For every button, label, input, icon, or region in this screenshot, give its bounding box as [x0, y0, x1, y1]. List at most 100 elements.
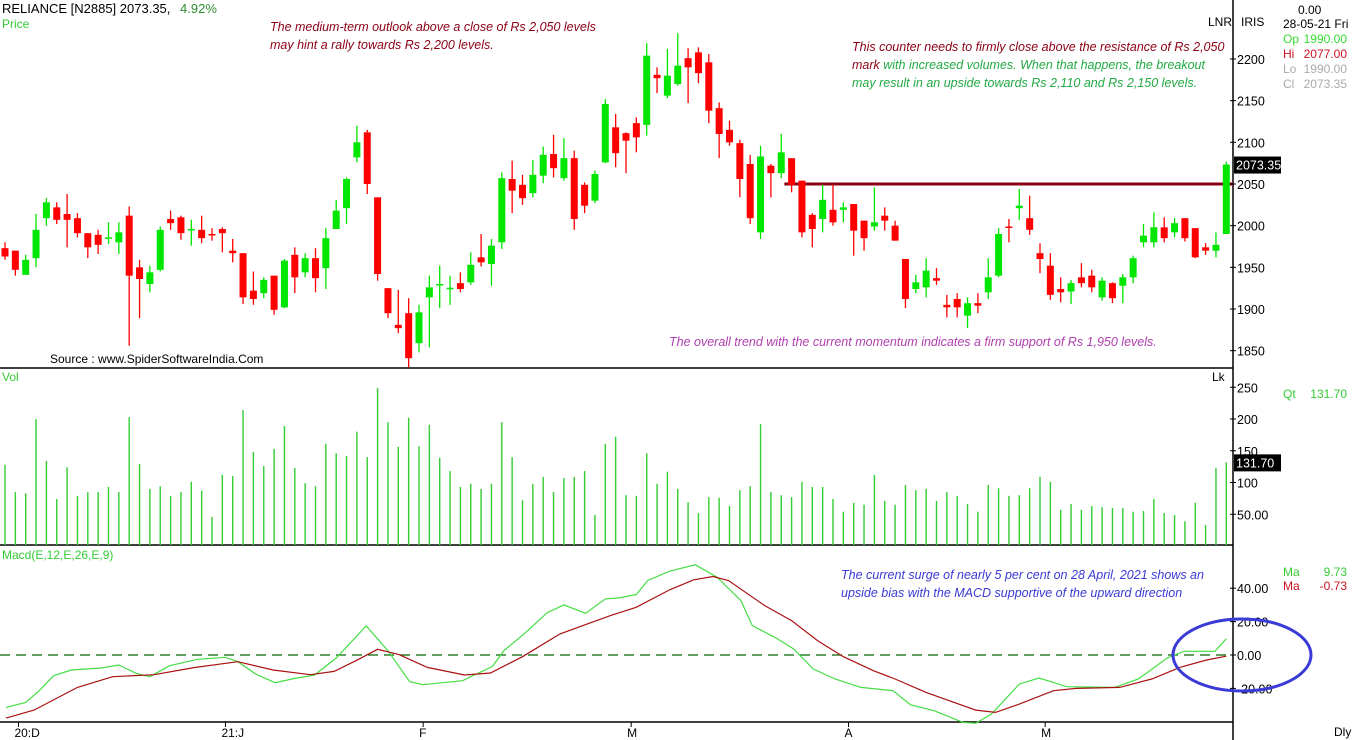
candle [146, 265, 154, 293]
open-row: Op 1990.00 [1283, 32, 1347, 47]
signal-line [5, 575, 1227, 719]
candle [808, 213, 816, 248]
candle [839, 202, 847, 223]
candle [726, 120, 733, 146]
volume-unit: Lk [1212, 370, 1225, 384]
candle [477, 234, 485, 267]
candle-body [1077, 277, 1085, 284]
candle-body [653, 74, 661, 79]
signal-value: -0.73 [1319, 579, 1347, 593]
candle [1222, 161, 1230, 234]
candle [332, 199, 340, 229]
candle [1202, 243, 1210, 255]
candle-body [11, 250, 19, 270]
annotation-support: The overall trend with the current momen… [669, 335, 1157, 349]
candle [1077, 263, 1085, 288]
info-top-value: 0.00 [1298, 3, 1322, 17]
candle [1067, 279, 1075, 304]
candle-body [777, 152, 785, 174]
candle-body [1222, 164, 1230, 234]
price-panel-label: Price [2, 17, 30, 31]
candle-body [870, 222, 878, 227]
candle [1119, 274, 1127, 304]
candle [964, 297, 972, 329]
candle-body [301, 258, 309, 273]
low-row: Lo 1990.00 [1283, 62, 1347, 77]
change-percent: 4.92% [180, 1, 217, 16]
candle-body [715, 108, 723, 134]
candle-body [239, 253, 247, 298]
candle-body [270, 275, 278, 310]
candle [260, 277, 268, 299]
candle [198, 215, 206, 244]
candle [819, 184, 827, 233]
price-tick-label: 2200 [1237, 53, 1265, 67]
time-axis-label: M [627, 726, 637, 740]
candle-body [415, 312, 423, 344]
candle [736, 139, 744, 198]
annotation-resistance-part2: with increased volumes. When that happen… [852, 58, 1205, 90]
candle-body [167, 219, 175, 224]
candle-body [808, 214, 816, 229]
candle-body [694, 52, 702, 74]
candle [663, 49, 671, 99]
candle [860, 220, 868, 251]
candle-body [1005, 226, 1013, 228]
candle-body [322, 238, 330, 269]
candle [901, 259, 909, 309]
candle [601, 99, 609, 164]
annotation-resistance: This counter needs to firmly close above… [852, 38, 1227, 92]
candle-body [829, 209, 837, 223]
candle [487, 239, 495, 286]
candle [115, 222, 123, 254]
candle [405, 298, 413, 368]
candle-body [1098, 280, 1106, 298]
candle [581, 182, 589, 214]
candle-body [218, 229, 226, 234]
candle [1015, 189, 1023, 220]
candle-body [1160, 227, 1168, 239]
candle [363, 129, 371, 194]
candle-body [519, 184, 526, 199]
candle [1171, 218, 1179, 238]
candle-body [343, 179, 351, 209]
price-tick-label: 1900 [1237, 303, 1265, 317]
candle [1150, 212, 1158, 248]
candle [94, 229, 102, 254]
candle-body [788, 158, 796, 185]
highlight-ellipse [1171, 617, 1313, 693]
candle-body [146, 272, 154, 284]
candle [850, 204, 858, 256]
high-row: Hi 2077.00 [1283, 47, 1347, 62]
candle-body [767, 165, 775, 174]
candle-body [922, 270, 930, 288]
candle [943, 294, 951, 318]
candle [1057, 277, 1065, 303]
price-tick-label: 1950 [1237, 261, 1265, 275]
chart-header: RELIANCE [N2885] 2073.35, 4.92% [2, 1, 217, 16]
candle [301, 253, 309, 278]
ohlc-readout: Op 1990.00 Hi 2077.00 Lo 1990.00 Cl 2073.35 [1283, 32, 1347, 92]
candle [156, 226, 164, 272]
candle [694, 47, 702, 84]
candle [1036, 243, 1044, 274]
price-tick-label: 2050 [1237, 178, 1265, 192]
candle [136, 259, 144, 319]
candle [829, 184, 837, 226]
candle [550, 134, 558, 178]
candle [674, 33, 682, 86]
candle [187, 219, 195, 246]
candle-body [1119, 277, 1127, 286]
last-price-tag-label: 2073.35 [1236, 159, 1281, 173]
candle-body [943, 304, 951, 308]
candle-body [746, 164, 754, 219]
candle-body [860, 220, 868, 239]
candle-body [115, 232, 123, 243]
candle-body [1171, 223, 1179, 233]
candle [684, 48, 692, 104]
candle-body [891, 225, 899, 241]
candle-body [456, 283, 464, 289]
candle [508, 160, 516, 214]
candle-body [94, 234, 102, 245]
candle-body [425, 287, 433, 298]
